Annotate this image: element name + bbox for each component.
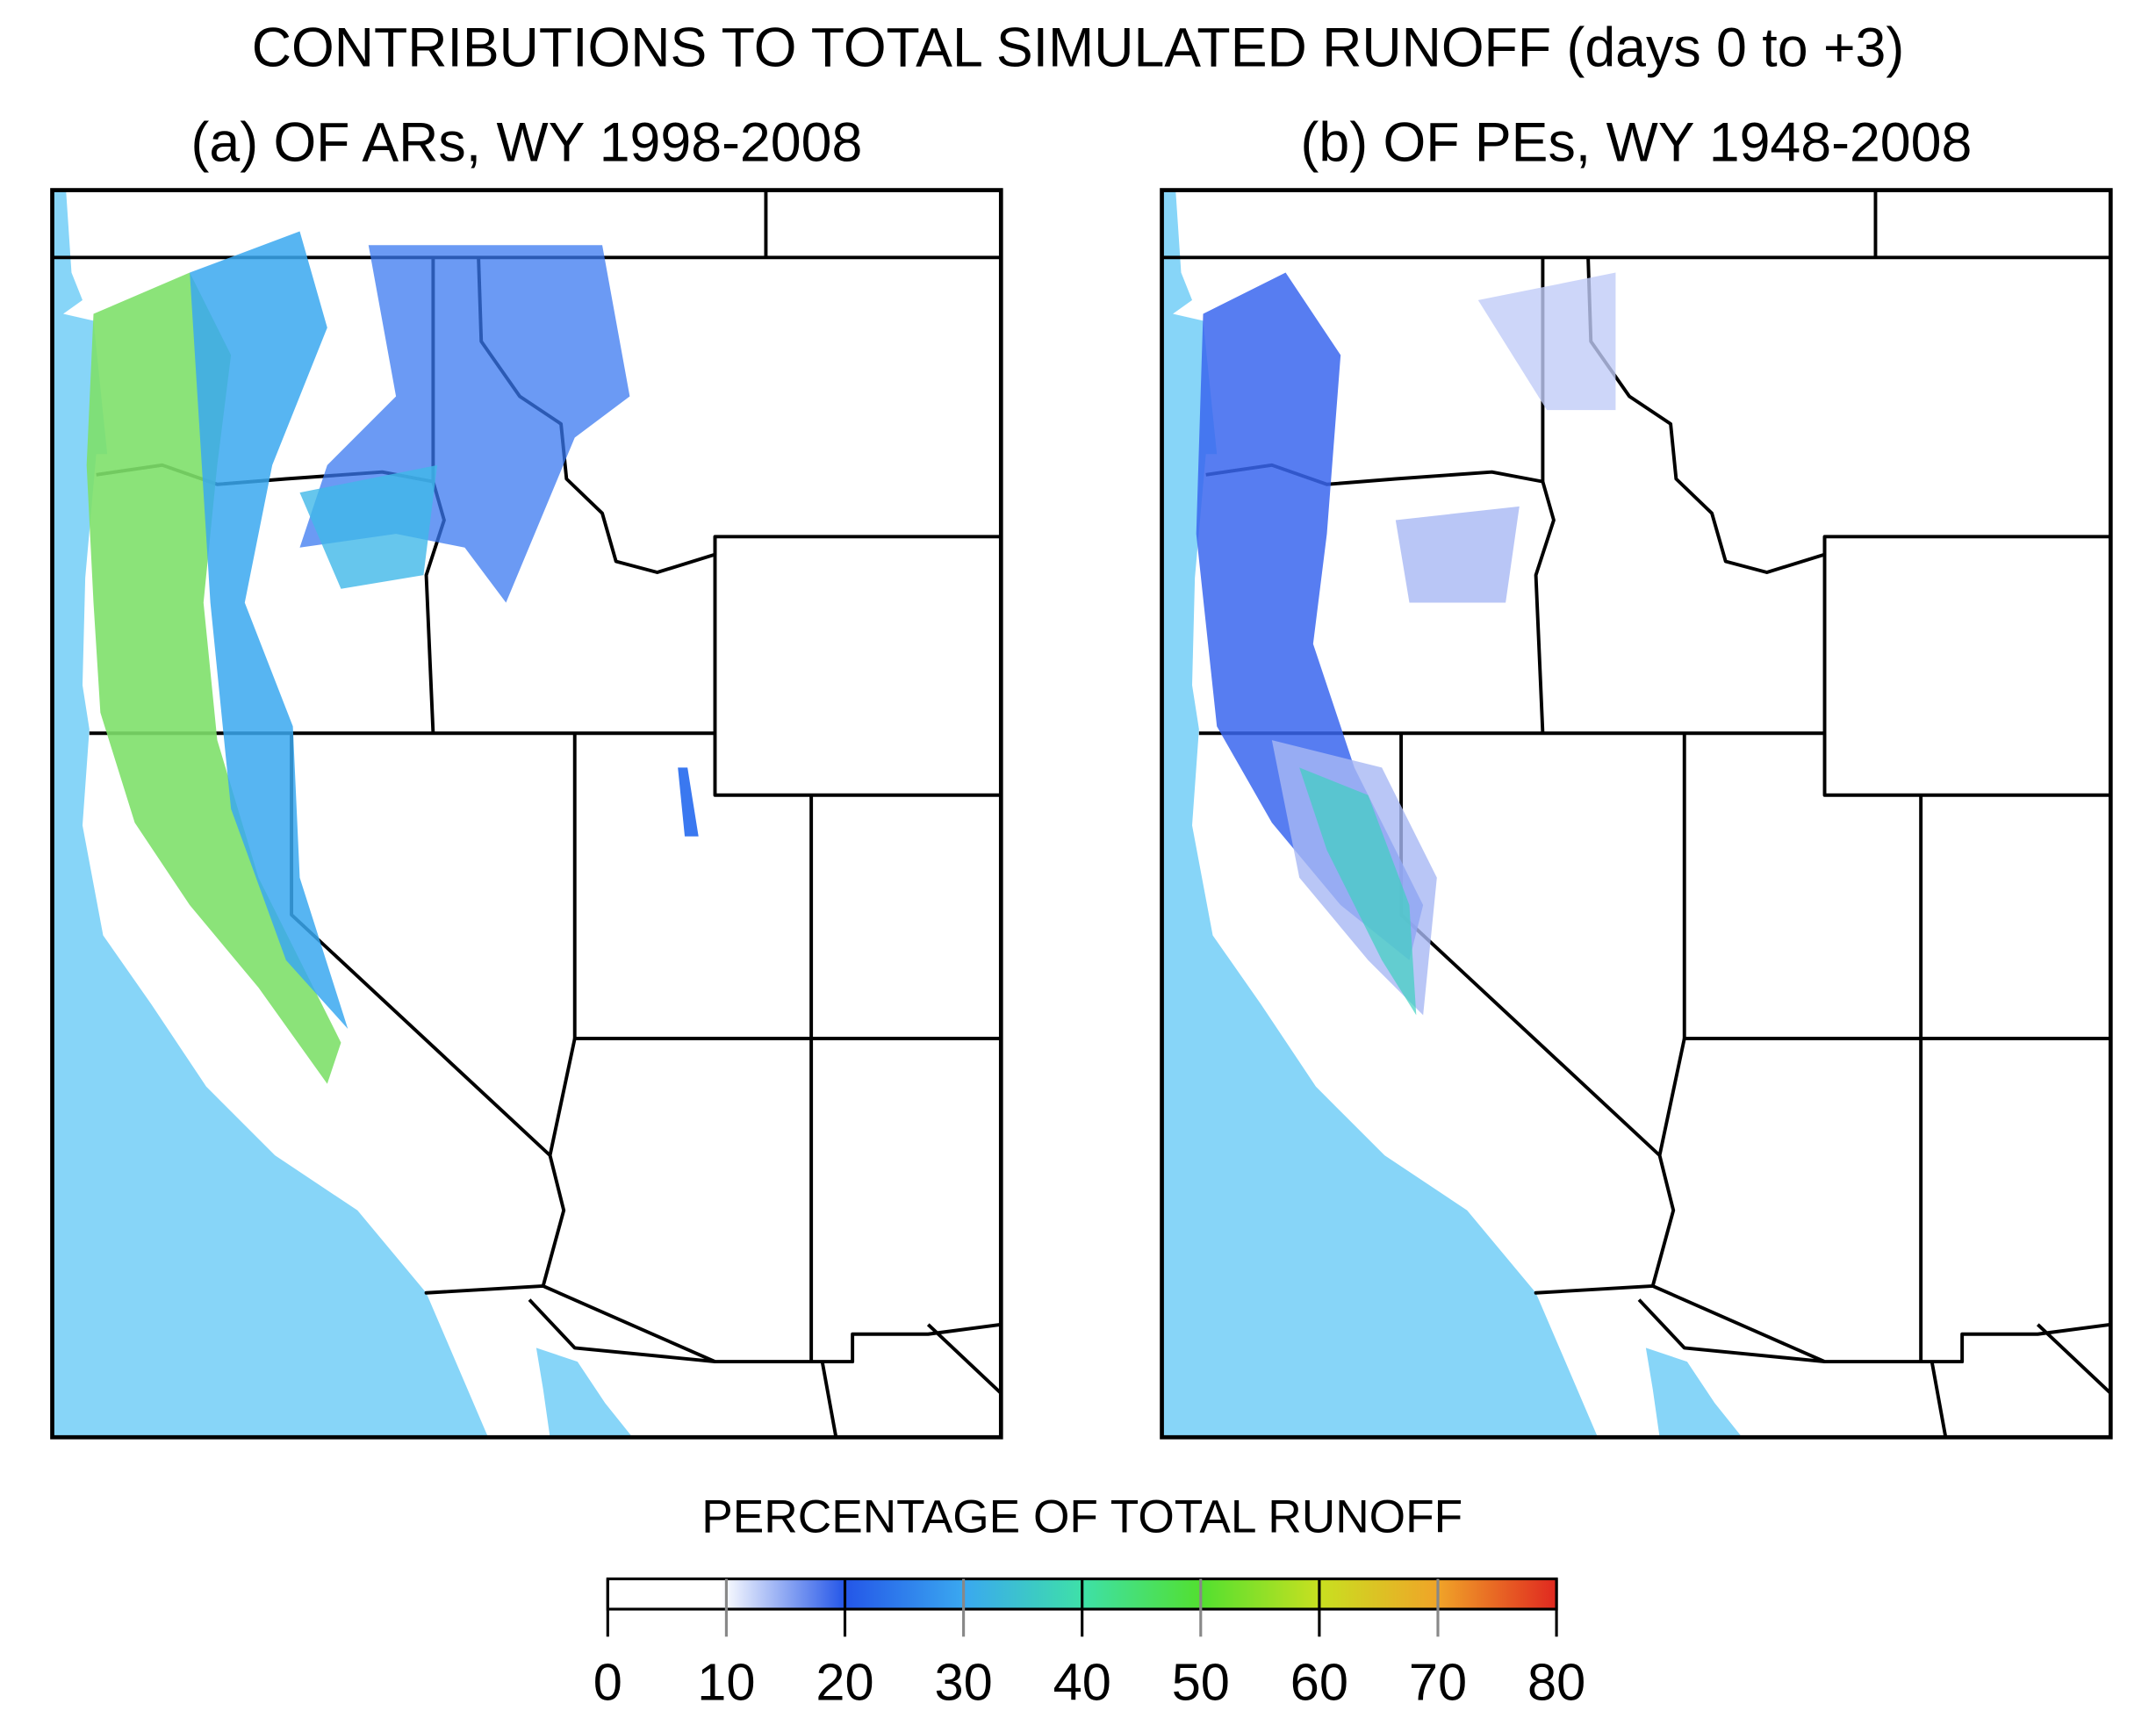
- runoff-area: [1477, 272, 1616, 411]
- runoff-area: [678, 767, 699, 837]
- colorbar-tick-label: 70: [1409, 1652, 1467, 1711]
- colorbar-ticks: 0 10 20 30 40 50 60 70 80: [593, 1578, 1585, 1711]
- runoff-area: [1299, 767, 1417, 1016]
- runoff-area: [190, 231, 349, 1030]
- colorbar-tick-label: 40: [1053, 1652, 1111, 1711]
- colorbar-tick-label: 80: [1527, 1652, 1585, 1711]
- colorbar-tick-label: 50: [1172, 1652, 1230, 1711]
- map-panel-b: [1162, 190, 2111, 1438]
- colorbar-tick-label: 20: [816, 1652, 873, 1711]
- colorbar-tick-label: 60: [1290, 1652, 1348, 1711]
- panel-title: (a) OF ARs, WY 1998-2008: [191, 112, 863, 174]
- colorbar-label: PERCENTAGE OF TOTAL RUNOFF: [701, 1491, 1462, 1542]
- runoff-area: [1395, 506, 1520, 603]
- map-panel-a: [53, 190, 1002, 1438]
- runoff-area: [299, 464, 438, 589]
- runoff-area: [86, 272, 341, 1084]
- figure-title: CONTRIBUTIONS TO TOTAL SIMULATED RUNOFF …: [252, 18, 1904, 79]
- colorbar-tick-label: 0: [593, 1652, 622, 1711]
- runoff-area: [1196, 272, 1424, 960]
- colorbar-tick-label: 10: [697, 1652, 755, 1711]
- panel-title: (b) OF PEs, WY 1948-2008: [1301, 112, 1973, 174]
- colorbar-tick-label: 30: [935, 1652, 993, 1711]
